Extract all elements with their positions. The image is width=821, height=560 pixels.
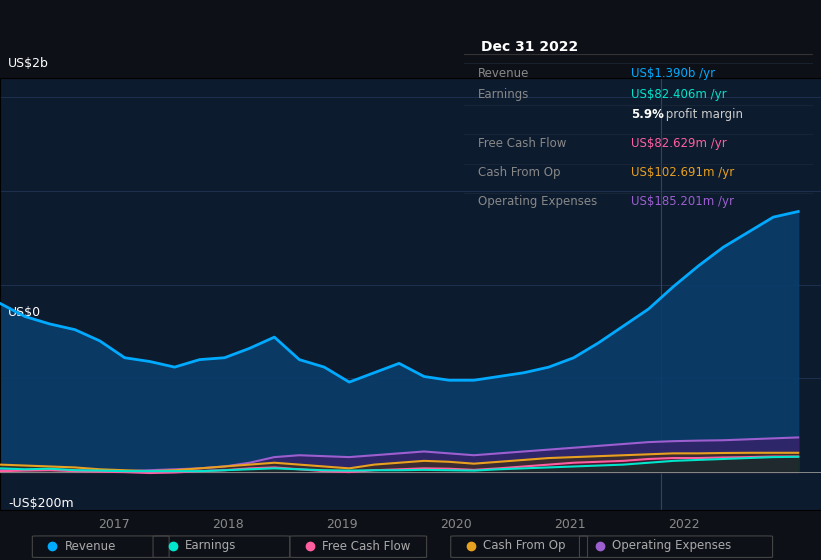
Text: Operating Expenses: Operating Expenses — [478, 195, 597, 208]
Text: US$185.201m /yr: US$185.201m /yr — [631, 195, 734, 208]
Text: Cash From Op: Cash From Op — [478, 166, 560, 179]
Text: Operating Expenses: Operating Expenses — [612, 539, 731, 553]
Text: profit margin: profit margin — [662, 108, 743, 121]
Text: 5.9%: 5.9% — [631, 108, 664, 121]
Text: Earnings: Earnings — [186, 539, 236, 553]
Text: US$2b: US$2b — [8, 57, 49, 70]
Text: 2020: 2020 — [440, 518, 472, 531]
Text: 2019: 2019 — [326, 518, 358, 531]
Text: 2022: 2022 — [668, 518, 700, 531]
Text: Free Cash Flow: Free Cash Flow — [478, 137, 566, 150]
Text: 2021: 2021 — [554, 518, 586, 531]
Text: Cash From Op: Cash From Op — [483, 539, 566, 553]
Text: Earnings: Earnings — [478, 87, 530, 101]
Text: Revenue: Revenue — [478, 67, 530, 81]
Text: Dec 31 2022: Dec 31 2022 — [481, 40, 579, 54]
Text: -US$200m: -US$200m — [8, 497, 74, 510]
Text: US$82.406m /yr: US$82.406m /yr — [631, 87, 727, 101]
Text: 2018: 2018 — [212, 518, 244, 531]
Text: Revenue: Revenue — [65, 539, 116, 553]
Text: US$102.691m /yr: US$102.691m /yr — [631, 166, 735, 179]
Text: US$0: US$0 — [8, 306, 41, 319]
Text: 2017: 2017 — [99, 518, 130, 531]
Text: US$82.629m /yr: US$82.629m /yr — [631, 137, 727, 150]
Text: Free Cash Flow: Free Cash Flow — [322, 539, 410, 553]
Text: US$1.390b /yr: US$1.390b /yr — [631, 67, 715, 81]
